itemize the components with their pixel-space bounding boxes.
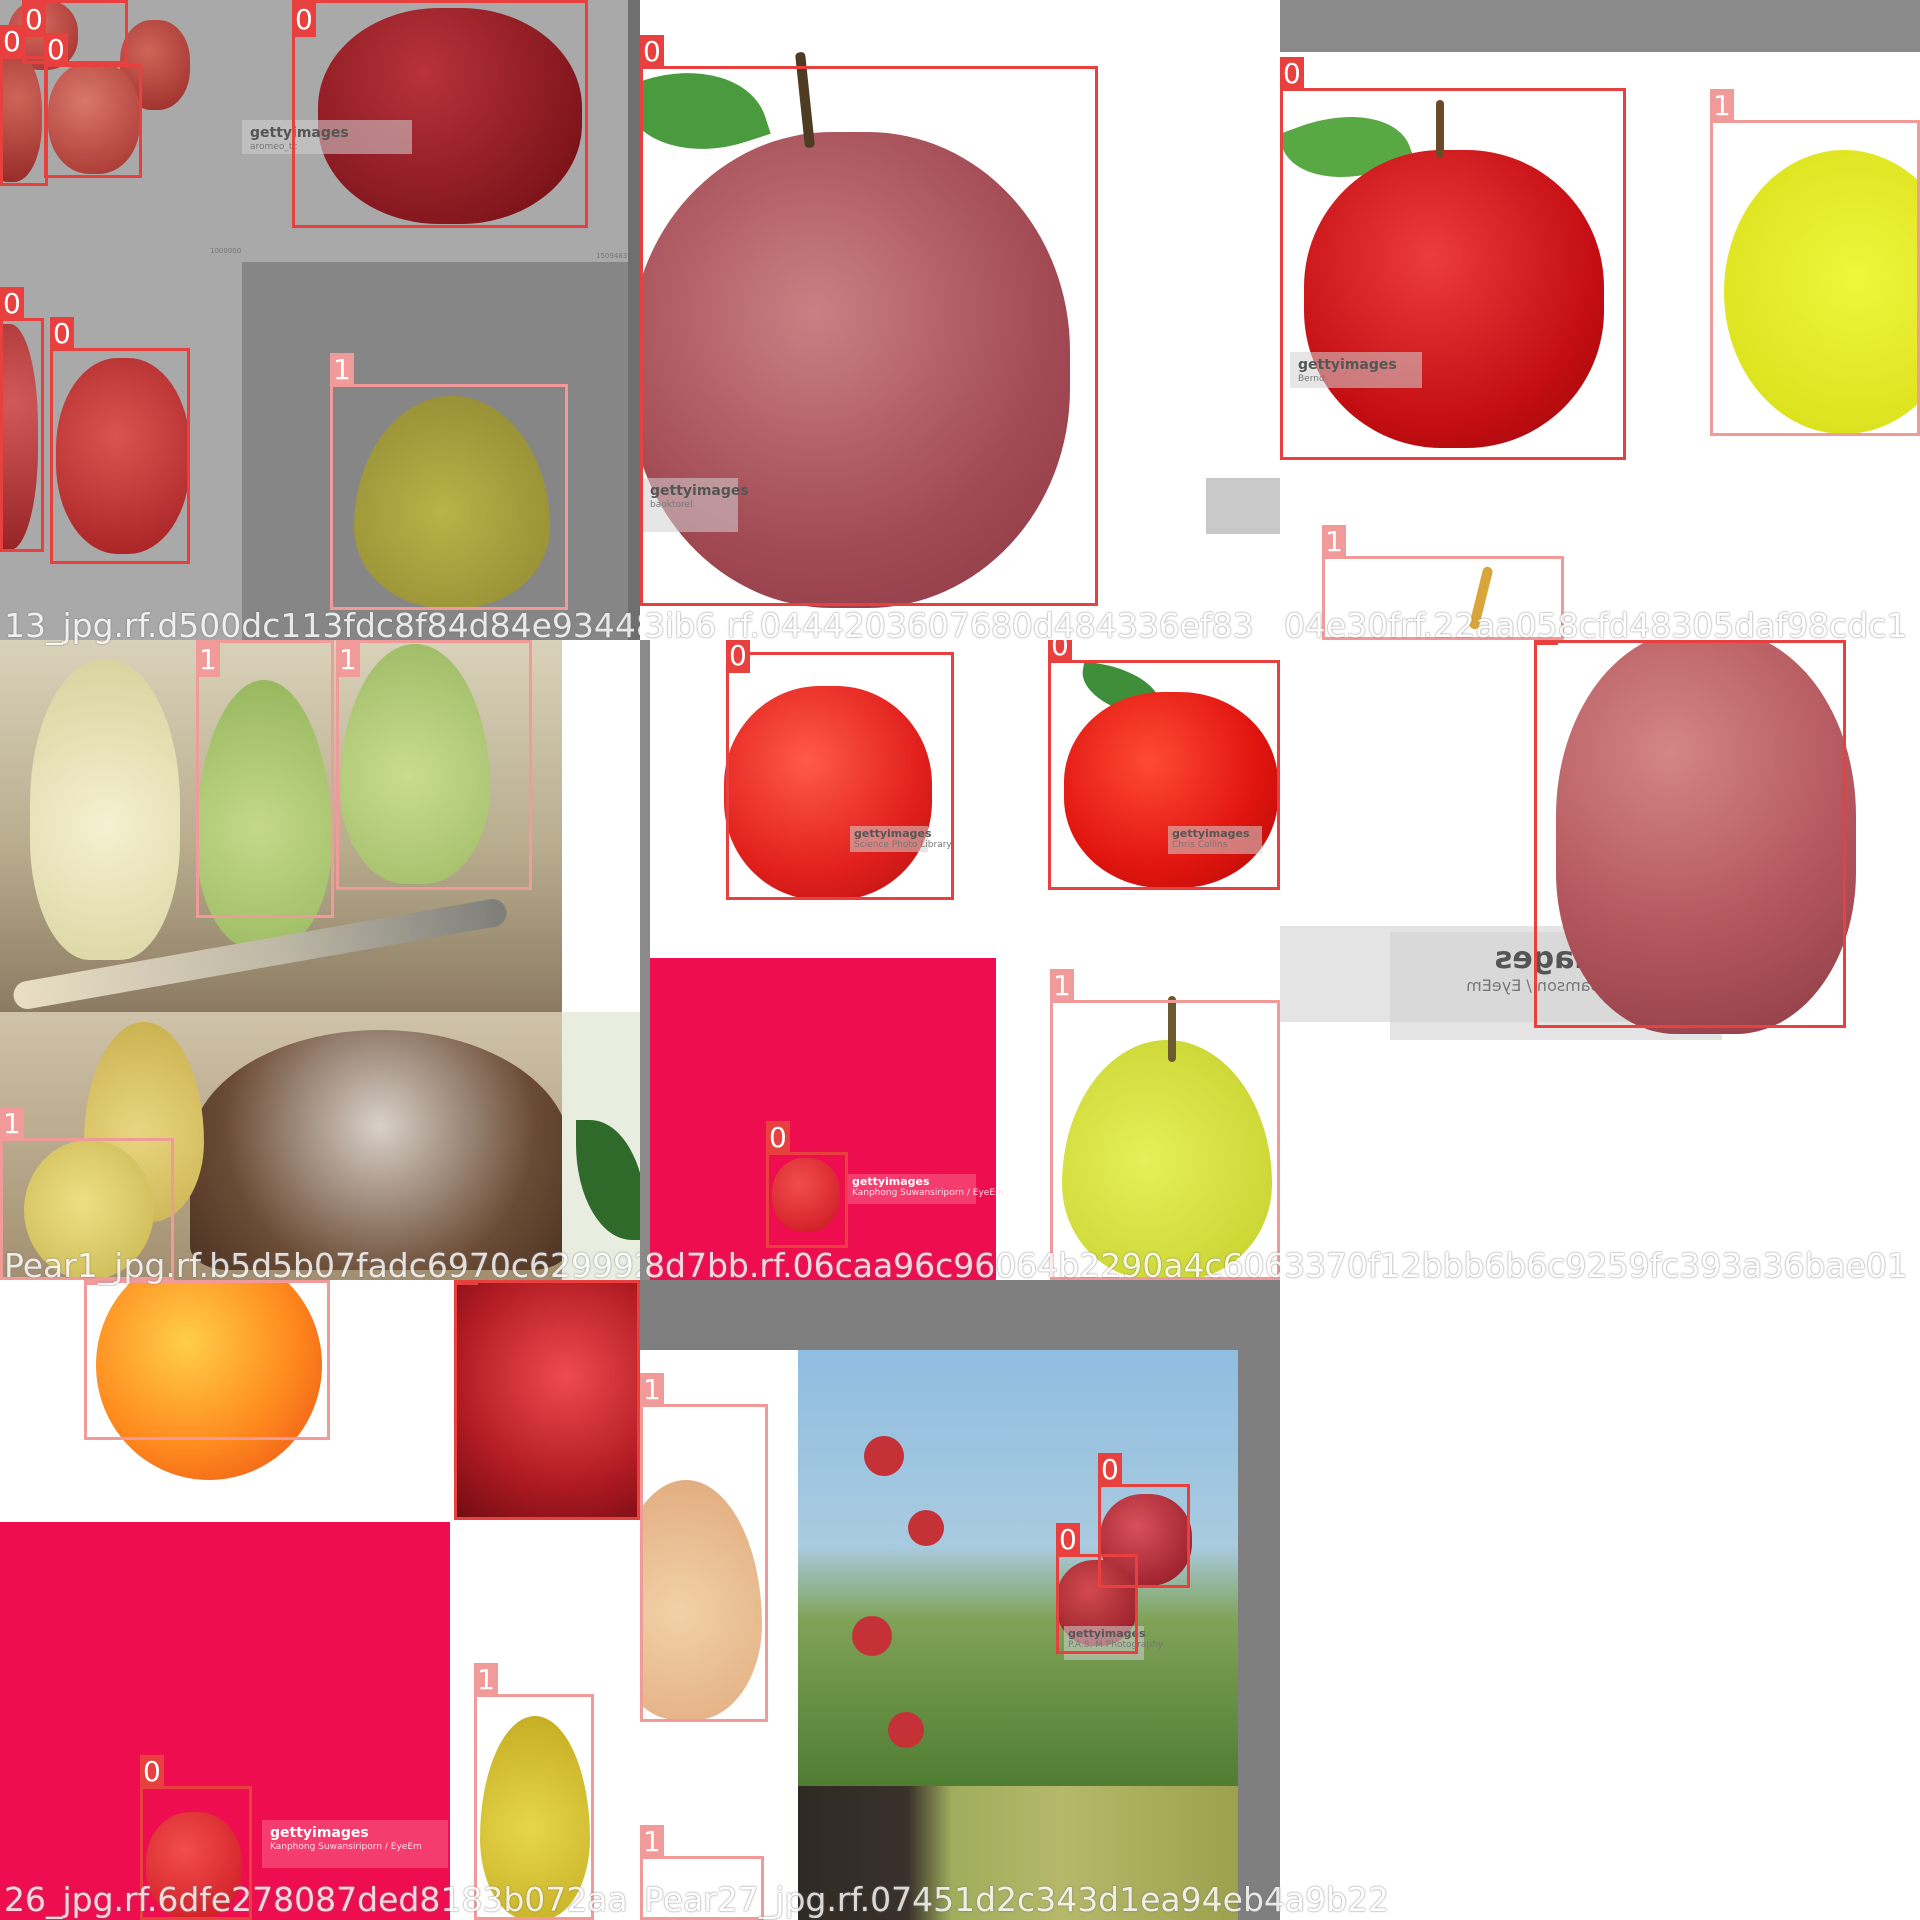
gray-patch	[1206, 478, 1280, 534]
box-label: 1	[640, 1825, 664, 1859]
tile-separator	[628, 0, 640, 640]
box-label: 1	[196, 643, 220, 677]
bounding-box: 0	[1048, 660, 1280, 890]
watermark-credit: Kanphong Suwansiriporn / EyeEm	[852, 1188, 972, 1199]
bounding-box: 0	[454, 1280, 640, 1520]
bounding-box: 0	[0, 56, 48, 186]
box-label: 1	[0, 1107, 24, 1141]
box-label: 0	[0, 287, 24, 321]
tile-6: gettyimagesFrank Jurgen Samson / EyeEm 0	[1280, 640, 1920, 1280]
box-label: 1	[336, 643, 360, 677]
bounding-box: 0	[1534, 640, 1846, 1028]
tile-2: gettyimages baoktorel 0	[640, 0, 1280, 640]
tile-7: gettyimages Kanphong Suwansiriporn / EyeE…	[0, 1280, 640, 1920]
tile-8: gettyimages P.A.S. M Photography 1 0 0 1	[640, 1280, 1280, 1920]
box-label: 0	[292, 3, 316, 37]
box-label: 0	[1098, 1453, 1122, 1487]
box-label: 1	[1710, 89, 1734, 123]
bounding-box: 1	[640, 1404, 768, 1722]
filename-label: Pear1_jpg.rf.b5d5b07fadc6970c6299928	[4, 1246, 640, 1286]
bounding-box: 0	[22, 0, 128, 64]
apple-photo	[864, 1436, 904, 1476]
apple-photo	[852, 1616, 892, 1656]
bounding-box: 1	[196, 640, 334, 918]
filename-label: 04e30frf.22aa058cfd48305daf98cdc1	[1284, 606, 1920, 646]
bounding-box: 1	[1050, 1000, 1280, 1280]
watermark: gettyimages Kanphong Suwansiriporn / EyeE…	[262, 1820, 448, 1868]
bounding-box: 0	[1280, 88, 1626, 460]
stamp-text: 1000000	[210, 247, 241, 255]
box-label: 0	[22, 3, 46, 37]
bounding-box: 0	[0, 318, 44, 552]
box-label: 1	[1050, 969, 1074, 1003]
bounding-box: 0	[640, 66, 1098, 606]
box-label: 0	[1056, 1523, 1080, 1557]
bounding-box: 1	[1710, 120, 1920, 436]
filename-label: Pear27_jpg.rf.07451d2c343d1ea94eb4a9b22	[644, 1880, 1424, 1920]
box-label: 1	[640, 1373, 664, 1407]
tile-1: gettyimages aromeo_tc 1000000 15094831 0 …	[0, 0, 640, 640]
box-label: 0	[1280, 57, 1304, 91]
filename-label: 8d7bb.rf.06caa96c96064b2290a4c6065	[644, 1246, 1280, 1286]
watermark: gettyimages Kanphong Suwansiriporn / EyeE…	[848, 1174, 976, 1204]
filename-label: 26_jpg.rf.6dfe278087ded8183b072aa	[4, 1880, 640, 1920]
tile-3: gettyimages Bernd 0 1 1	[1280, 0, 1920, 640]
box-label: 0	[50, 317, 74, 351]
gray-frame-right	[1238, 1280, 1280, 1920]
filename-label: 13_jpg.rf.d500dc113fdc8f84d84e93448	[4, 606, 640, 646]
box-label: 0	[44, 33, 68, 67]
box-label: 0	[640, 35, 664, 69]
box-label: 0	[140, 1755, 164, 1789]
watermark-credit: Kanphong Suwansiriporn / EyeEm	[270, 1842, 440, 1853]
box-label: 0	[766, 1121, 790, 1155]
tile-9	[1280, 1280, 1920, 1920]
bounding-box: 1	[84, 1280, 330, 1440]
box-label: 0	[0, 25, 24, 59]
tile-5: gettyimages Science Photo Library gettyim…	[640, 640, 1280, 1280]
bounding-box: 0	[44, 64, 142, 178]
bounding-box: 1	[330, 384, 568, 610]
bounding-box: 0	[50, 348, 190, 564]
bounding-box: 0	[292, 0, 588, 228]
apple-photo	[908, 1510, 944, 1546]
watermark-brand: gettyimages	[270, 1825, 369, 1841]
bread-loaf	[190, 1030, 570, 1270]
filename-label: 3370f12bbb6b6c9259fc393a36bae01	[1284, 1246, 1920, 1286]
tile-separator	[640, 640, 650, 1280]
box-label: 1	[474, 1663, 498, 1697]
bounding-box: 0	[1056, 1554, 1138, 1654]
pear-photo	[30, 660, 180, 960]
bounding-box: 0	[766, 1152, 848, 1248]
apple-photo	[888, 1712, 924, 1748]
tile-4: 1 1 1	[0, 640, 640, 1280]
gray-band	[1280, 0, 1920, 52]
box-label: 1	[330, 353, 354, 387]
filename-label: 3ib6 rf.0444203607680d484336ef83	[644, 606, 1280, 646]
stamp-text: 15094831	[596, 252, 632, 260]
bounding-box: 0	[726, 652, 954, 900]
bounding-box: 1	[336, 640, 532, 890]
box-label: 1	[1322, 525, 1346, 559]
gray-frame-top	[640, 1280, 1280, 1350]
watermark-brand: gettyimages	[852, 1175, 930, 1188]
